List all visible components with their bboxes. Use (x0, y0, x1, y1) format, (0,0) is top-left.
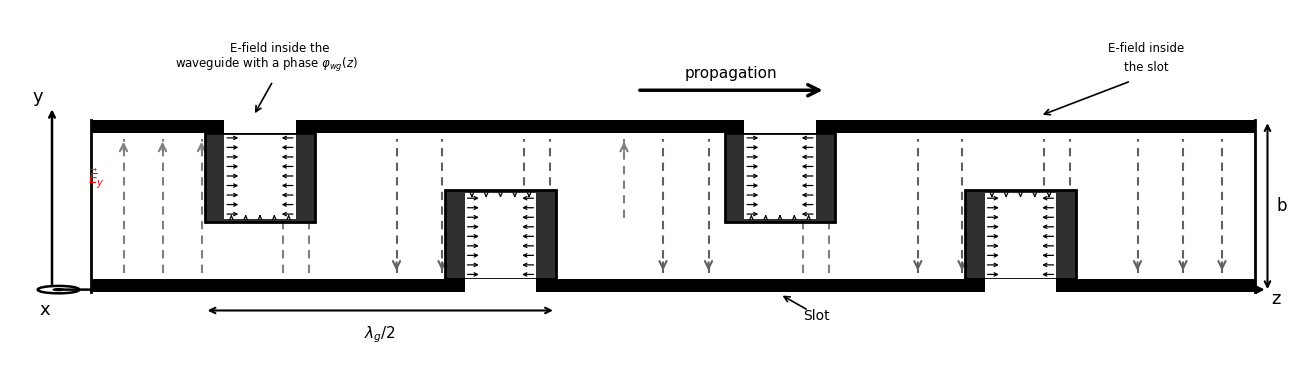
Text: x: x (39, 301, 49, 319)
Bar (91, 120, 1254, 133)
Bar (725, 133, 835, 222)
Text: waveguide with a phase $\varphi_{wg}(z)$: waveguide with a phase $\varphi_{wg}(z)$ (176, 56, 358, 74)
Bar (91, 279, 1254, 292)
Bar (91, 279, 1254, 292)
Text: Slot: Slot (803, 309, 829, 323)
Bar (985, 279, 1057, 293)
Bar (445, 190, 465, 279)
Bar (725, 219, 835, 222)
Text: y: y (32, 88, 43, 106)
Bar (744, 120, 816, 133)
Bar (445, 190, 556, 279)
Bar (816, 133, 835, 222)
Bar (205, 219, 315, 222)
Bar (205, 133, 315, 222)
Text: E-field inside: E-field inside (1109, 42, 1184, 56)
Bar (465, 279, 536, 293)
Text: E-field inside the: E-field inside the (230, 42, 329, 56)
Bar (744, 120, 816, 134)
Bar (205, 133, 315, 222)
Text: $\lambda_g/2$: $\lambda_g/2$ (364, 325, 396, 345)
Text: the slot: the slot (1124, 61, 1169, 74)
Bar (224, 120, 295, 133)
Bar (1056, 190, 1076, 279)
Bar (224, 120, 295, 134)
Bar (465, 279, 536, 293)
Bar (445, 190, 556, 279)
Bar (965, 190, 985, 279)
Bar (536, 190, 556, 279)
Bar (965, 190, 1076, 279)
Bar (985, 279, 1057, 293)
Text: z: z (1271, 290, 1280, 308)
Bar (965, 190, 1076, 279)
Bar (725, 133, 744, 222)
Bar (445, 190, 556, 194)
Circle shape (53, 289, 64, 291)
Bar (205, 133, 224, 222)
Bar (965, 190, 1076, 194)
Text: propagation: propagation (684, 66, 777, 81)
Bar (725, 133, 835, 222)
Bar (296, 133, 316, 222)
Text: b: b (1277, 197, 1287, 215)
Text: $\vec{E}_y$: $\vec{E}_y$ (88, 167, 105, 190)
Bar (91, 120, 1254, 133)
